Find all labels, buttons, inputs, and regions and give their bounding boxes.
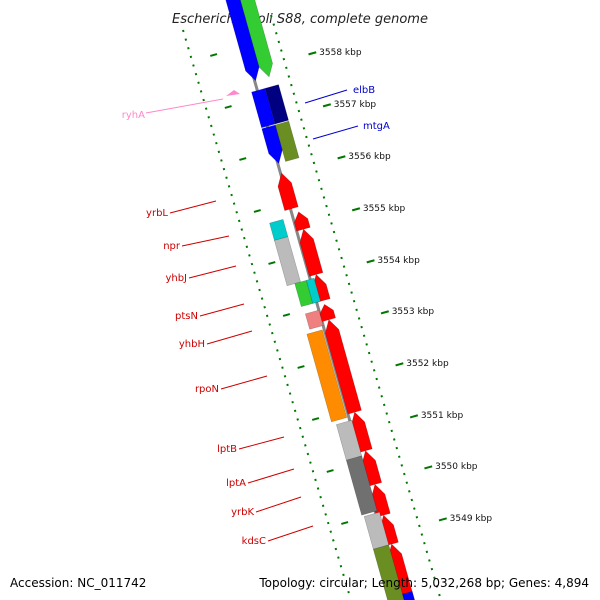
gene-leader-line [255, 496, 302, 513]
scale-label: 3556 kbp [348, 152, 391, 162]
scale-ticks: 3558 kbp 3557 kbp 3556 kbp 3555 kbp 3554 kbp… [308, 48, 492, 524]
gene-label-lpta[interactable]: lptA [226, 478, 246, 489]
inner-tick [253, 209, 261, 213]
gene-leader-line [220, 375, 268, 390]
scale-tick [366, 259, 375, 264]
gene-leader-line [199, 303, 245, 317]
gene-leader-line [312, 125, 359, 140]
gene-arrow [220, 0, 260, 82]
gene-leader-line [206, 330, 253, 345]
gene-block [402, 590, 419, 600]
outer-tick-line [270, 14, 441, 598]
scale-label: 3550 kbp [435, 462, 478, 472]
inner-tick [224, 105, 232, 109]
scale-tick [424, 465, 433, 470]
inner-tick [239, 157, 247, 161]
gene-label-ptsn[interactable]: ptsN [175, 311, 198, 322]
inner-tick [341, 521, 349, 525]
outer-tick-ring [270, 14, 441, 598]
gene-leader-line [247, 468, 295, 484]
gene-arrow [319, 303, 336, 322]
scale-label: 3549 kbp [450, 514, 493, 524]
map-title: Escherichia coli S88, complete genome [172, 12, 428, 27]
gene-arrow [299, 228, 324, 277]
gene-features [220, 0, 419, 600]
scale-tick [409, 414, 419, 419]
inner-tick [326, 469, 334, 473]
scale-label: 3552 kbp [406, 359, 449, 369]
gene-block [274, 236, 301, 287]
gene-arrow [277, 172, 299, 211]
gene-label-rpon[interactable]: rpoN [195, 384, 219, 395]
gene-label-yrbk[interactable]: yrbK [231, 507, 254, 518]
scale-label: 3553 kbp [392, 307, 435, 317]
gene-leader-line [188, 265, 237, 279]
gene-arrow [324, 319, 362, 415]
gene-block [335, 419, 363, 461]
scale-tick [351, 207, 361, 212]
genome-summary-text: Topology: circular; Length: 5,032,268 bp… [258, 576, 589, 590]
ryhA-marker [226, 90, 240, 96]
gene-block [306, 329, 348, 423]
gene-block [304, 309, 324, 330]
gene-block [274, 120, 300, 162]
scale-tick [308, 51, 317, 56]
inner-tick [210, 53, 218, 57]
gene-block [269, 218, 289, 241]
gene-block [372, 544, 409, 600]
inner-tick [268, 261, 276, 265]
inner-tick [311, 417, 320, 421]
scale-label: 3551 kbp [421, 411, 464, 421]
gene-block [294, 279, 314, 308]
gene-label-elbb[interactable]: elbB [353, 85, 375, 96]
gene-label-yhbh[interactable]: yhbH [179, 339, 205, 350]
gene-leader-line [238, 436, 285, 450]
scale-label: 3554 kbp [377, 256, 420, 266]
gene-block [305, 277, 321, 304]
gene-block [363, 511, 390, 550]
scale-label: 3558 kbp [319, 48, 362, 58]
inner-tick [282, 313, 291, 317]
gene-label-ryha[interactable]: ryhA [122, 110, 145, 121]
gene-label-yrbl[interactable]: yrbL [146, 208, 168, 219]
scale-tick [337, 155, 346, 160]
gene-label-mtga[interactable]: mtgA [363, 121, 390, 132]
gene-label-npr[interactable]: npr [163, 241, 181, 252]
gene-label-yhbj[interactable]: yhbJ [165, 273, 187, 284]
gene-block [251, 87, 276, 129]
scale-label: 3555 kbp [363, 204, 406, 214]
inner-ticks [210, 53, 349, 525]
gene-labels: ryhA elbB mtgA yrbL npr yhbJ ptsN yhbH rpoN lptB l… [122, 85, 390, 547]
scale-label: 3557 kbp [334, 100, 377, 110]
gene-leader-line [304, 89, 348, 104]
gene-leader-line [181, 235, 230, 247]
scale-tick [380, 310, 390, 315]
scale-tick [322, 103, 332, 108]
gene-label-kdsc[interactable]: kdsC [242, 536, 266, 547]
inner-tick [297, 365, 305, 369]
scale-tick [438, 517, 447, 522]
gene-leader-line [169, 200, 217, 214]
accession-text: Accession: NC_011742 [10, 576, 146, 590]
scale-tick [395, 362, 404, 367]
gene-arrow [261, 124, 283, 165]
gene-leader-line [145, 98, 224, 114]
gene-label-lptb[interactable]: lptB [217, 444, 237, 455]
gene-leader-line [267, 525, 314, 542]
gene-block [345, 455, 378, 516]
